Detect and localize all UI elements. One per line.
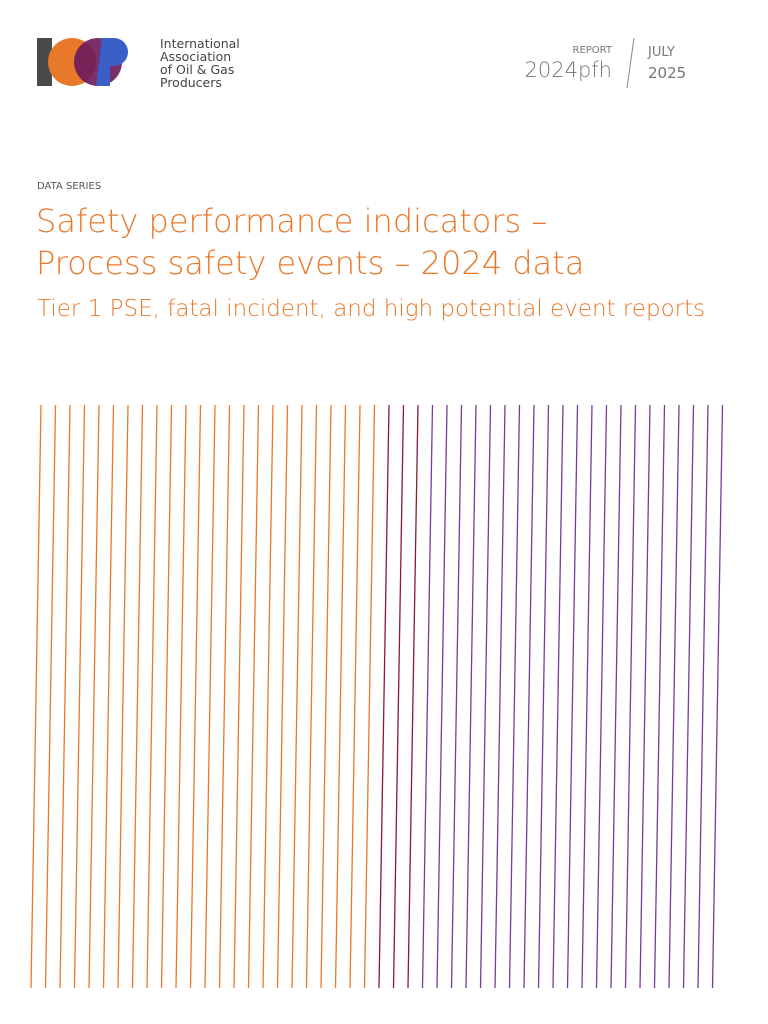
stripe: [624, 404, 637, 989]
stripe: [88, 404, 100, 989]
stripe: [595, 404, 608, 989]
stripe: [653, 404, 666, 989]
stripe: [378, 404, 390, 989]
stripe: [59, 404, 71, 989]
stripe: [465, 404, 477, 989]
report-code: 2024pfh: [524, 58, 612, 82]
stripe: [291, 404, 303, 989]
stripe: [697, 404, 709, 989]
stripe: [305, 404, 318, 989]
title-line: Safety performance indicators –: [36, 202, 548, 240]
stripe: [175, 404, 187, 989]
stripe: [682, 404, 695, 989]
stripe: [639, 404, 651, 989]
logo-line: Producers: [160, 75, 222, 90]
stripe: [479, 404, 492, 989]
stripe: [349, 404, 361, 989]
series-label: DATA SERIES: [37, 181, 102, 192]
stripe: [262, 404, 274, 989]
report-label: REPORT: [572, 45, 613, 56]
stripe: [494, 404, 506, 989]
decorative-lines: [30, 404, 724, 989]
logo-mark: [37, 38, 128, 86]
stripe: [146, 404, 158, 989]
title: Safety performance indicators – Process …: [36, 200, 584, 284]
stripe: [537, 404, 550, 989]
stripe: [204, 404, 216, 989]
subtitle: Tier 1 PSE, fatal incident, and high pot…: [37, 296, 706, 322]
logo-line: International: [160, 36, 240, 51]
stripe: [610, 404, 622, 989]
report-year: 2025: [648, 64, 687, 82]
stripe: [581, 404, 593, 989]
stripe: [711, 404, 724, 989]
stripe: [450, 404, 463, 989]
stripe: [218, 404, 231, 989]
logo-text: International Association of Oil & Gas P…: [160, 37, 240, 89]
stripe: [73, 404, 86, 989]
stripe: [552, 404, 564, 989]
stripe: [131, 404, 144, 989]
stripe: [160, 404, 173, 989]
stripe: [436, 404, 448, 989]
report-month: JULY: [648, 45, 675, 60]
stripe: [392, 404, 405, 989]
logo-line: Association: [160, 49, 232, 64]
stripe: [276, 404, 289, 989]
stripe: [117, 404, 129, 989]
title-line: Process safety events – 2024 data: [36, 244, 585, 282]
stripe: [247, 404, 260, 989]
stripe: [363, 404, 376, 989]
stripe: [523, 404, 535, 989]
stripe: [334, 404, 347, 989]
stripe: [44, 404, 57, 989]
stripe: [102, 404, 115, 989]
stripe: [320, 404, 332, 989]
stripe: [233, 404, 245, 989]
stripe: [189, 404, 202, 989]
logo-line: of Oil & Gas: [160, 62, 235, 77]
stripe: [407, 404, 419, 989]
stripe: [668, 404, 680, 989]
divider: [626, 37, 635, 89]
stripe: [421, 404, 434, 989]
stripe: [566, 404, 579, 989]
stripe: [508, 404, 521, 989]
stripe: [30, 404, 42, 989]
